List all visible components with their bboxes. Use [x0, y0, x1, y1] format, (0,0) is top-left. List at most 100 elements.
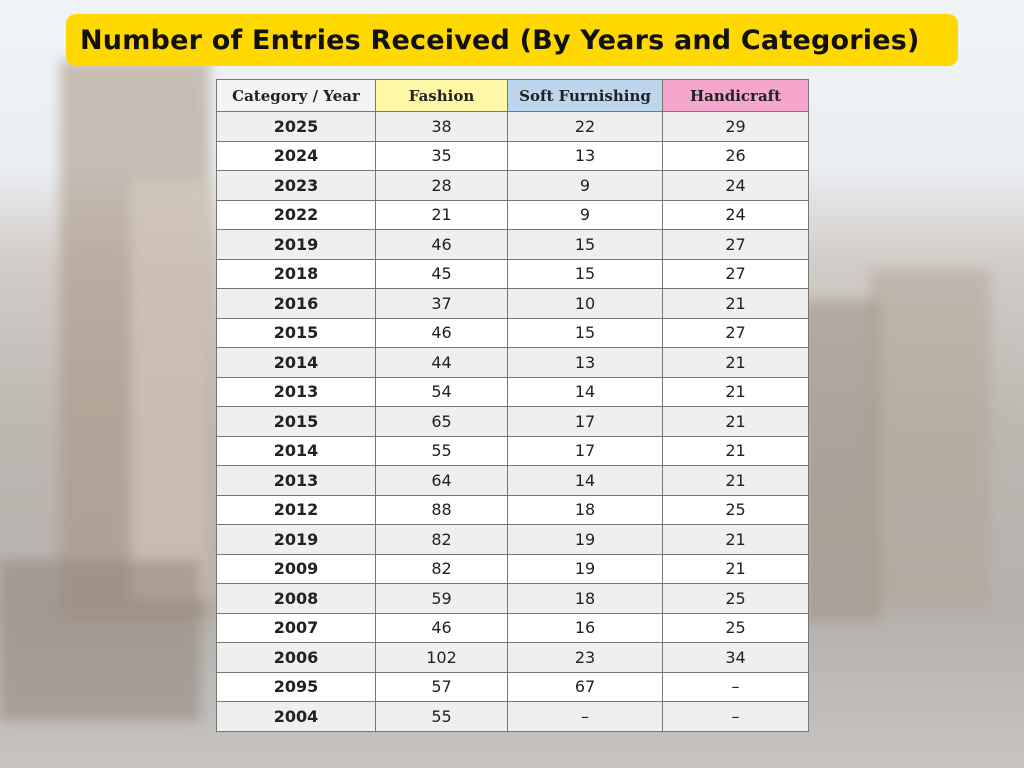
- count-cell: 82: [375, 553, 508, 584]
- table-row: 2022 21 9 24: [216, 199, 809, 230]
- count-cell: 82: [375, 524, 508, 555]
- count-cell: 35: [375, 140, 508, 171]
- count-cell: 26: [662, 140, 809, 171]
- year-cell: 2009: [216, 553, 376, 584]
- year-cell: 2019: [216, 229, 376, 260]
- table-row: 2014 55 17 21: [216, 435, 809, 466]
- table-row: 2024 35 13 26: [216, 140, 809, 171]
- year-cell: 2007: [216, 612, 376, 643]
- table-row: 2018 45 15 27: [216, 258, 809, 289]
- table-row: 2007 46 16 25: [216, 612, 809, 643]
- count-cell: 27: [662, 317, 809, 348]
- column-header: Soft Furnishing: [507, 79, 663, 112]
- count-cell: 15: [507, 229, 663, 260]
- count-cell: –: [507, 701, 663, 732]
- table-row: 2009 82 19 21: [216, 553, 809, 584]
- table-row: 2006 102 23 34: [216, 642, 809, 673]
- table-row: 2015 65 17 21: [216, 406, 809, 437]
- count-cell: 25: [662, 494, 809, 525]
- header-row: Category / Year Fashion Soft Furnishing Han…: [216, 79, 809, 112]
- count-cell: 46: [375, 612, 508, 643]
- count-cell: 65: [375, 406, 508, 437]
- background-shape: [0, 560, 200, 720]
- column-header: Category / Year: [216, 79, 376, 112]
- count-cell: 24: [662, 199, 809, 230]
- count-cell: 19: [507, 524, 663, 555]
- count-cell: 21: [375, 199, 508, 230]
- year-cell: 2004: [216, 701, 376, 732]
- count-cell: –: [662, 671, 809, 702]
- table-row: 2023 28 9 24: [216, 170, 809, 201]
- background-shape: [130, 180, 210, 600]
- count-cell: 24: [662, 170, 809, 201]
- year-cell: 2006: [216, 642, 376, 673]
- table-row: 2013 64 14 21: [216, 465, 809, 496]
- year-cell: 2024: [216, 140, 376, 171]
- count-cell: 21: [662, 524, 809, 555]
- count-cell: 21: [662, 465, 809, 496]
- year-cell: 2018: [216, 258, 376, 289]
- background-shape: [870, 270, 990, 610]
- count-cell: 44: [375, 347, 508, 378]
- table-row: 2014 44 13 21: [216, 347, 809, 378]
- count-cell: 10: [507, 288, 663, 319]
- count-cell: 45: [375, 258, 508, 289]
- count-cell: 15: [507, 258, 663, 289]
- table-row: 2015 46 15 27: [216, 317, 809, 348]
- count-cell: 23: [507, 642, 663, 673]
- table-row: 2012 88 18 25: [216, 494, 809, 525]
- year-cell: 2016: [216, 288, 376, 319]
- count-cell: 21: [662, 435, 809, 466]
- table-row: 2008 59 18 25: [216, 583, 809, 614]
- count-cell: 38: [375, 111, 508, 142]
- count-cell: 21: [662, 288, 809, 319]
- count-cell: 17: [507, 435, 663, 466]
- count-cell: 54: [375, 376, 508, 407]
- year-cell: 2014: [216, 435, 376, 466]
- title-banner: Number of Entries Received (By Years and…: [66, 14, 958, 66]
- count-cell: 46: [375, 229, 508, 260]
- column-header: Handicraft: [662, 79, 809, 112]
- count-cell: 55: [375, 435, 508, 466]
- year-cell: 2095: [216, 671, 376, 702]
- table-row: 2095 57 67–: [216, 671, 809, 702]
- year-cell: 2022: [216, 199, 376, 230]
- count-cell: 57: [375, 671, 508, 702]
- count-cell: 18: [507, 494, 663, 525]
- table-row: 2019 46 15 27: [216, 229, 809, 260]
- table-row: 2025 38 22 29: [216, 111, 809, 142]
- title: Number of Entries Received (By Years and…: [80, 24, 920, 56]
- count-cell: 46: [375, 317, 508, 348]
- count-cell: 102: [375, 642, 508, 673]
- count-cell: 25: [662, 583, 809, 614]
- table-row: 2013 54 14 21: [216, 376, 809, 407]
- year-cell: 2015: [216, 317, 376, 348]
- year-cell: 2013: [216, 465, 376, 496]
- count-cell: 55: [375, 701, 508, 732]
- count-cell: 21: [662, 406, 809, 437]
- count-cell: 64: [375, 465, 508, 496]
- count-cell: 14: [507, 465, 663, 496]
- count-cell: 37: [375, 288, 508, 319]
- count-cell: –: [662, 701, 809, 732]
- year-cell: 2019: [216, 524, 376, 555]
- count-cell: 59: [375, 583, 508, 614]
- count-cell: 21: [662, 553, 809, 584]
- year-cell: 2013: [216, 376, 376, 407]
- table-row: 2004 55– –: [216, 701, 809, 732]
- year-cell: 2012: [216, 494, 376, 525]
- year-cell: 2023: [216, 170, 376, 201]
- entries-table: Category / Year Fashion Soft Furnishing Han…: [216, 79, 809, 732]
- table-row: 2019 82 19 21: [216, 524, 809, 555]
- count-cell: 13: [507, 140, 663, 171]
- count-cell: 34: [662, 642, 809, 673]
- count-cell: 21: [662, 347, 809, 378]
- year-cell: 2008: [216, 583, 376, 614]
- year-cell: 2025: [216, 111, 376, 142]
- count-cell: 15: [507, 317, 663, 348]
- background-shape: [800, 300, 880, 620]
- count-cell: 22: [507, 111, 663, 142]
- count-cell: 16: [507, 612, 663, 643]
- count-cell: 9: [507, 170, 663, 201]
